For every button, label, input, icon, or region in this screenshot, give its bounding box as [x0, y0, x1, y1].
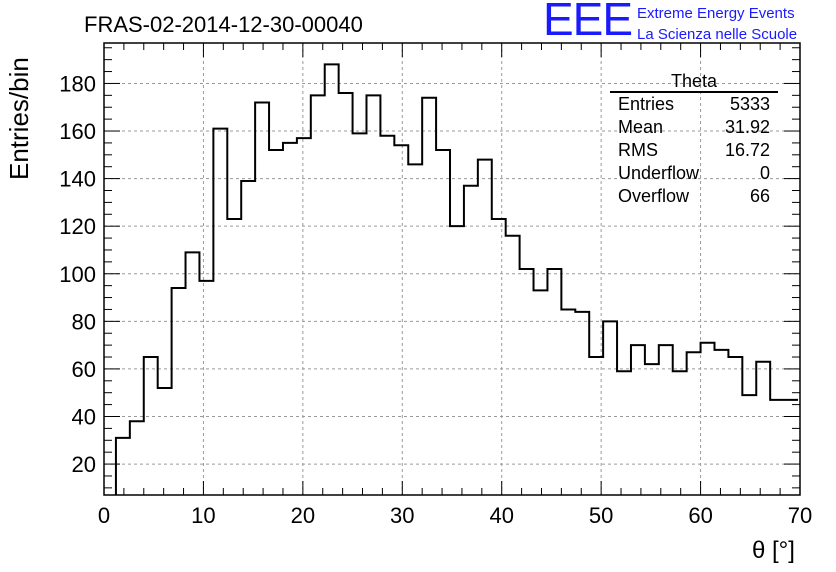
- stats-label: Overflow: [618, 186, 690, 206]
- y-axis-label: Entries/bin: [4, 57, 34, 180]
- x-tick-label: 70: [788, 503, 812, 528]
- histogram-outline: [114, 63, 799, 495]
- stats-value: 0: [759, 163, 770, 183]
- eee-logo: EEE: [543, 0, 633, 45]
- plot-frame: [103, 42, 801, 496]
- y-tick-label: 120: [59, 214, 96, 239]
- stats-value: 31.92: [724, 117, 770, 137]
- histogram-bin: [756, 362, 770, 495]
- x-tick-label: 20: [291, 503, 315, 528]
- x-tick-label: 50: [589, 503, 613, 528]
- stats-label: RMS: [618, 140, 658, 160]
- y-tick-label: 40: [72, 404, 96, 429]
- histogram-bin: [589, 357, 603, 495]
- x-tick-label: 10: [191, 503, 215, 528]
- stats-row-overflow: Overflow 66: [610, 185, 778, 208]
- histogram-bin: [603, 321, 617, 495]
- histogram-bin: [130, 421, 144, 495]
- stats-label: Mean: [618, 117, 664, 137]
- histogram-bin: [255, 102, 269, 495]
- y-tick-label: 160: [59, 119, 96, 144]
- histogram-bin: [742, 395, 756, 495]
- histogram-series: [114, 63, 799, 495]
- histogram-bin: [770, 400, 784, 495]
- histogram-bin: [436, 150, 450, 495]
- grid: [104, 43, 800, 495]
- stats-box: Theta Entries 5333 Mean 31.92 RMS 16.72 …: [610, 72, 778, 208]
- tick-labels: 0 10 20 30 40 50 60 70 20 40 60 80 100 120 140 160 180: [59, 71, 812, 528]
- stats-row-rms: RMS 16.72: [610, 139, 778, 162]
- stats-row-entries: Entries 5333: [610, 93, 778, 116]
- x-tick-label: 0: [98, 503, 110, 528]
- histogram-bin: [506, 236, 520, 495]
- stats-value: 16.72: [724, 140, 770, 160]
- histogram-bin: [714, 350, 728, 495]
- x-tick-label: 30: [390, 503, 414, 528]
- histogram-bin: [241, 181, 255, 495]
- histogram-bin: [701, 343, 715, 495]
- histogram-bin: [227, 219, 241, 495]
- histogram-bin: [728, 357, 742, 495]
- y-tick-label: 180: [59, 71, 96, 96]
- histogram-bin: [186, 252, 200, 495]
- histogram-bin: [297, 138, 311, 495]
- histogram-bin: [144, 357, 158, 495]
- histogram-bin: [422, 98, 436, 495]
- histogram-bin: [547, 269, 561, 495]
- histogram-bin: [172, 288, 186, 495]
- histogram-bin: [116, 438, 130, 495]
- stats-row-mean: Mean 31.92: [610, 116, 778, 139]
- run-title: FRAS-02-2014-12-30-00040: [84, 12, 363, 37]
- stats-row-underflow: Underflow 0: [610, 162, 778, 185]
- histogram-bin: [311, 95, 325, 495]
- histogram-bin: [478, 160, 492, 495]
- y-tick-label: 100: [59, 262, 96, 287]
- histogram-bin: [534, 290, 548, 495]
- y-tick-label: 60: [72, 357, 96, 382]
- histogram-bin: [353, 133, 367, 495]
- histogram-bin: [213, 129, 227, 495]
- y-tick-label: 80: [72, 309, 96, 334]
- logo-line-1: Extreme Energy Events: [637, 5, 795, 22]
- histogram-bin: [199, 281, 213, 495]
- histogram-bin: [575, 312, 589, 495]
- histogram-bin: [659, 345, 673, 495]
- histogram-bin: [450, 226, 464, 495]
- stats-label: Underflow: [618, 163, 700, 183]
- histogram-bin: [464, 186, 478, 495]
- histogram-bin: [408, 164, 422, 495]
- histogram-bin: [380, 136, 394, 495]
- histogram-bin: [283, 143, 297, 495]
- histogram-bin: [784, 400, 798, 495]
- histogram-bin: [617, 371, 631, 495]
- histogram-bin: [492, 219, 506, 495]
- histogram-bin: [325, 64, 339, 495]
- x-axis-label: θ [°]: [752, 537, 795, 564]
- x-tick-label: 40: [489, 503, 513, 528]
- y-tick-label: 20: [72, 452, 96, 477]
- stats-title: Theta: [610, 72, 778, 93]
- histogram-bin: [631, 345, 645, 495]
- histogram-bin: [366, 95, 380, 495]
- histogram-bin: [158, 388, 172, 495]
- histogram-bin: [394, 145, 408, 495]
- histogram-bin: [645, 364, 659, 495]
- y-tick-label: 140: [59, 167, 96, 192]
- histogram-bin: [520, 269, 534, 495]
- stats-label: Entries: [618, 94, 675, 114]
- stats-value: 5333: [729, 94, 770, 114]
- histogram-bin: [339, 93, 353, 495]
- histogram-bin: [561, 309, 575, 495]
- histogram-bin: [673, 371, 687, 495]
- histogram-bin: [687, 352, 701, 495]
- x-tick-label: 60: [688, 503, 712, 528]
- histogram-bin: [269, 150, 283, 495]
- logo-line-2: La Scienza nelle Scuole: [637, 26, 798, 43]
- stats-value: 66: [749, 186, 770, 206]
